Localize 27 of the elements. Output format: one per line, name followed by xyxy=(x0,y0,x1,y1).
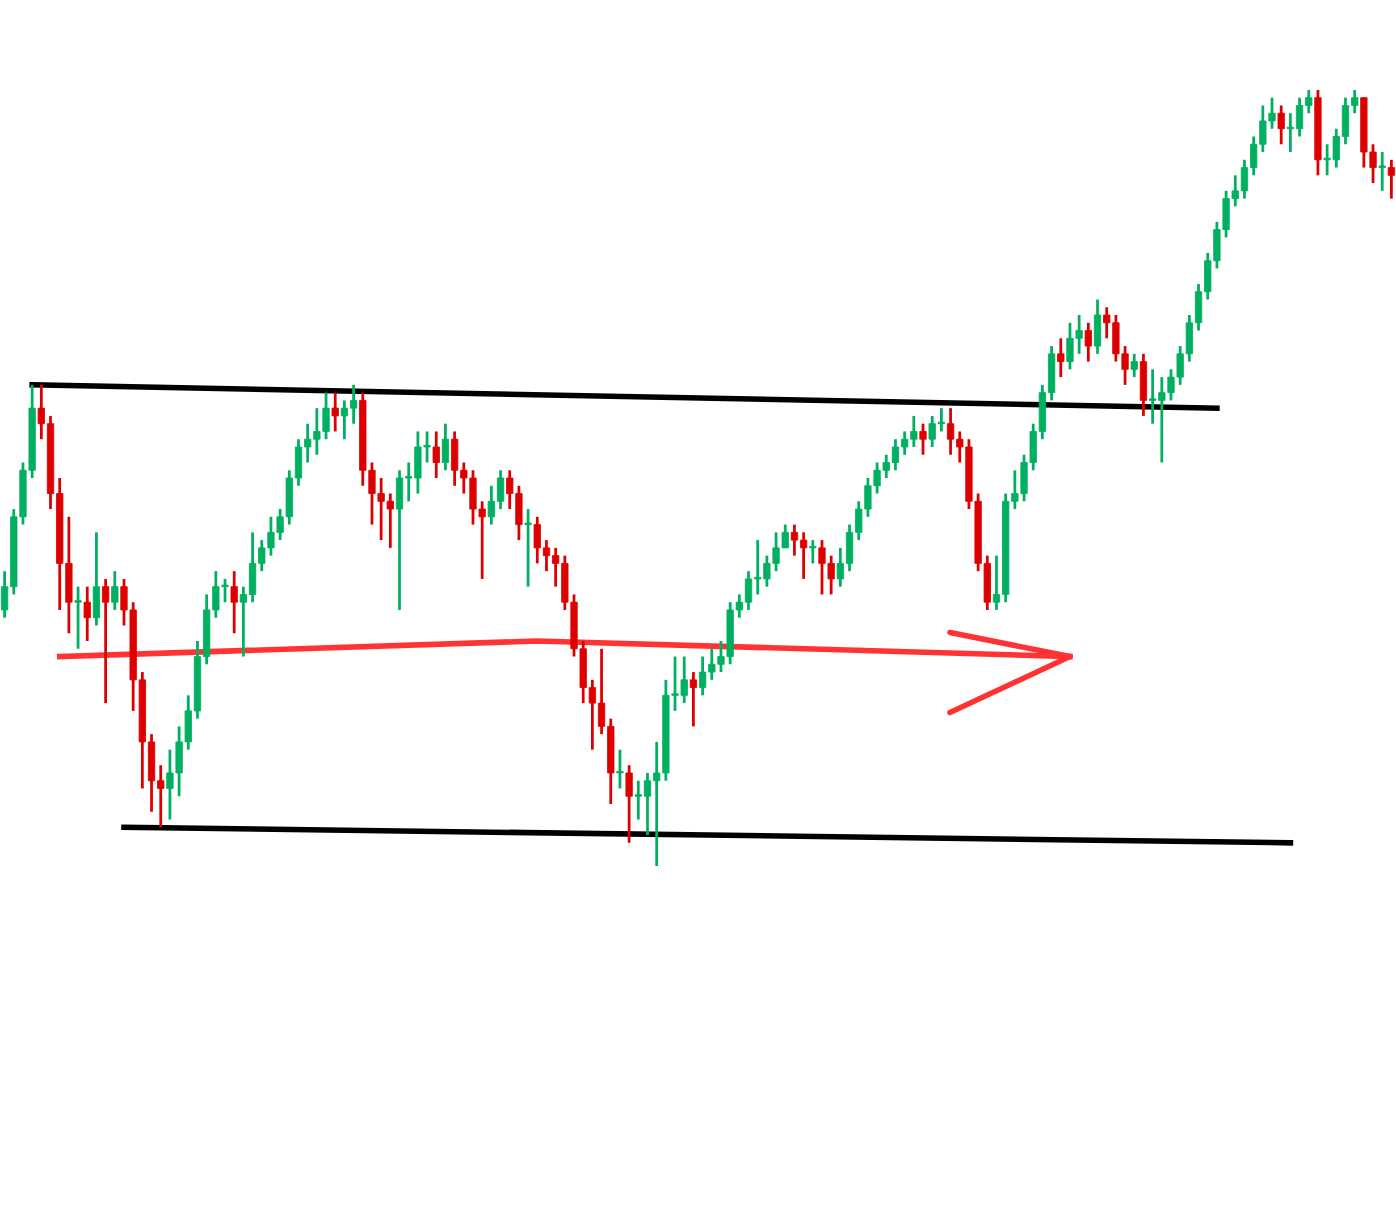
candlestick xyxy=(1387,158,1396,200)
candlestick xyxy=(1093,298,1102,356)
candlestick xyxy=(1139,352,1148,418)
candlestick xyxy=(616,748,624,790)
candlestick xyxy=(92,530,101,627)
candlestick xyxy=(1130,352,1138,379)
candlestick xyxy=(1378,150,1386,193)
candlestick xyxy=(111,569,119,612)
candlestick xyxy=(1057,336,1065,379)
candlestick xyxy=(799,530,808,581)
candlestick xyxy=(809,538,817,565)
candlestick xyxy=(331,391,339,433)
candlestick xyxy=(919,422,927,457)
candlestick xyxy=(524,507,532,589)
candlestick xyxy=(349,383,358,426)
candlestick xyxy=(83,585,91,643)
candlestick xyxy=(689,670,698,728)
candlestick xyxy=(441,422,450,472)
candlestick xyxy=(74,585,82,651)
candlestick xyxy=(625,763,633,845)
candlestick xyxy=(101,577,110,705)
candlestick xyxy=(230,569,238,635)
candlestick xyxy=(340,399,349,441)
candlestick xyxy=(432,430,440,480)
candlestick xyxy=(1084,321,1092,363)
candlestick xyxy=(1277,104,1285,146)
candlestick xyxy=(790,523,799,558)
